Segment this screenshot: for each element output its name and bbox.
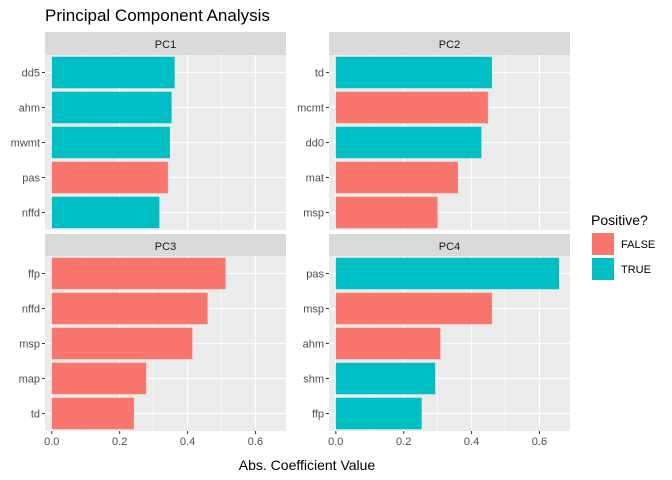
bar-pc1-nffd [51,196,160,229]
bar-pc2-mat [335,161,458,194]
category-label: pas [306,269,324,281]
x-tick-label: 0.0 [328,436,343,448]
x-tick-label: 0.4 [464,436,479,448]
x-tick-label: 0.2 [112,436,127,448]
category-label: mat [306,173,324,185]
panel-strip [45,32,286,55]
panel-strip-label: PC2 [439,39,460,51]
category-label: ahm [19,103,40,115]
legend-key-false [592,233,614,255]
bar-pc2-mcmt [335,91,488,124]
panel-strip [329,32,570,55]
panel-strip [45,234,286,257]
category-label: ffp [312,409,324,421]
facet-panels: PC1dd5ahmmwmtpasnffdPC2tdmcmtdd0matmspPC… [11,32,570,448]
category-label: dd5 [22,68,40,80]
bar-pc2-td [335,56,492,89]
bar-pc3-nffd [51,292,208,325]
legend-label: TRUE [621,264,651,276]
category-label: td [31,409,40,421]
bar-pc3-msp [51,327,193,360]
panel-pc2: PC2 td mcmt dd0 mat msp [297,32,570,230]
bar-pc3-td [51,397,134,430]
category-label: map [19,374,40,386]
panel-pc3: PC3 ffp nffd msp map td 0.0 0.2 0.4 0.6 [19,234,286,448]
category-label: shm [303,374,324,386]
x-tick-label: 0.2 [396,436,411,448]
bar-pc1-pas [51,161,168,194]
x-tick-label: 0.4 [180,436,195,448]
category-label: nffd [22,208,40,220]
bar-pc4-msp [335,292,492,325]
category-label: mwmt [11,138,40,150]
panel-pc1: PC1 dd5 ahm mwmt pas nffd [11,32,286,230]
x-tick-label: 0.6 [248,436,263,448]
category-label: msp [303,208,324,220]
x-axis-label: Abs. Coefficient Value [239,457,376,473]
legend: Positive? FALSE TRUE [591,212,655,280]
x-tick-label: 0.0 [44,436,59,448]
bar-pc1-ahm [51,91,172,124]
bar-pc1-mwmt [51,126,170,159]
category-label: nffd [22,304,40,316]
panel-strip-label: PC1 [155,39,176,51]
bar-pc4-ahm [335,327,441,360]
category-label: ahm [303,339,324,351]
category-label: pas [22,173,40,185]
category-label: ffp [28,269,40,281]
category-label: td [315,68,324,80]
panel-pc4: PC4 pas msp ahm shm ffp 0.0 0.2 0.4 0.6 [303,234,570,448]
panel-strip-label: PC3 [155,241,176,253]
bar-pc4-shm [335,362,436,395]
bar-pc2-dd0 [335,126,482,159]
bar-pc3-map [51,362,147,395]
legend-key-true [592,258,614,280]
bar-pc2-msp [335,196,438,229]
legend-label: FALSE [621,239,655,251]
category-label: msp [19,339,40,351]
category-label: msp [303,304,324,316]
bar-pc1-dd5 [51,56,175,89]
chart-title: Principal Component Analysis [45,6,270,25]
x-tick-label: 0.6 [532,436,547,448]
category-label: dd0 [306,138,324,150]
bar-pc4-pas [335,257,560,290]
bar-pc3-ffp [51,257,226,290]
legend-title: Positive? [591,212,648,228]
bar-pc4-ffp [335,397,422,430]
panel-strip-label: PC4 [439,241,460,253]
category-label: mcmt [297,103,324,115]
panel-strip [329,234,570,257]
